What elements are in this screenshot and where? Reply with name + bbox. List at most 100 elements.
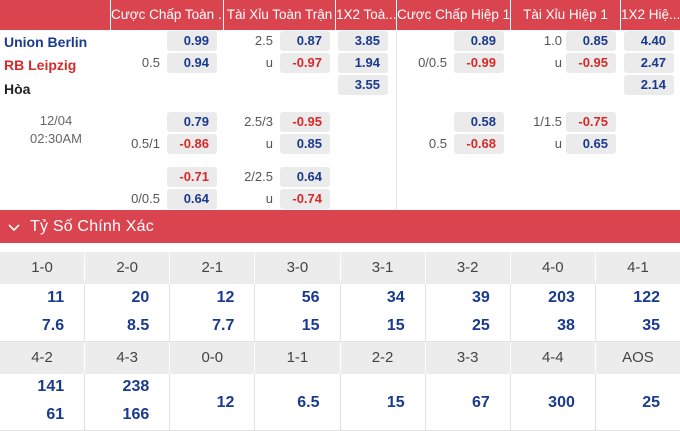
away-score-odds[interactable]: 15	[386, 317, 405, 334]
home-score-odds[interactable]: 12	[216, 289, 235, 306]
odds-cell[interactable]: 0.64	[167, 189, 217, 209]
home-score-odds[interactable]: 238	[122, 378, 150, 395]
score-label: 1-1	[254, 342, 340, 374]
score-odds-cell[interactable]: 20 8.5	[84, 284, 170, 342]
score-odds-cell[interactable]: 39 25	[424, 284, 510, 342]
h1-overunder-line: 1/1.5	[533, 114, 562, 129]
score-odds[interactable]: 12	[216, 394, 235, 411]
odds-cell[interactable]: 2.47	[624, 53, 674, 73]
home-score-odds[interactable]: 141	[37, 378, 65, 395]
score-odds-cell[interactable]: 67	[424, 374, 510, 431]
ft-overunder-line: 2.5	[254, 33, 273, 48]
h1-handicap-line: 0/0.5	[418, 55, 447, 70]
odds-cell[interactable]: 0.87	[280, 31, 330, 51]
odds-cell[interactable]: 0.85	[280, 134, 330, 154]
away-score-odds[interactable]: 38	[557, 317, 575, 334]
home-team-name: Union Berlin	[4, 34, 88, 50]
header-spacer	[0, 0, 110, 30]
score-values-row: 11 7.6 20 8.5 12 7.7 56 15 34 15 39 25 203 38 1…	[0, 284, 680, 342]
ft-handicap-line: 0.5/1	[131, 136, 160, 151]
odds-cell[interactable]: 0.79	[167, 112, 217, 132]
home-score-odds[interactable]: 203	[548, 289, 575, 306]
odds-cell[interactable]: -0.95	[566, 53, 616, 73]
score-odds[interactable]: 25	[642, 394, 660, 411]
home-score-odds[interactable]: 122	[633, 289, 660, 306]
away-team-name: RB Leipzig	[4, 57, 77, 73]
odds-cell[interactable]: 0.65	[566, 134, 616, 154]
score-label: 4-4	[509, 342, 595, 374]
chevron-down-icon[interactable]	[0, 219, 28, 235]
odds-cell[interactable]: 0.85	[566, 31, 616, 51]
away-score-odds[interactable]: 7.6	[41, 317, 65, 334]
header-ft-overunder: Tài Xỉu Toàn Trận	[223, 0, 335, 30]
score-label: 4-2	[0, 342, 85, 374]
score-odds-cell[interactable]: 56 15	[254, 284, 340, 342]
odds-cell[interactable]: 0.58	[454, 112, 504, 132]
score-label: 1-0	[0, 252, 85, 284]
away-score-odds[interactable]: 61	[46, 406, 65, 423]
score-odds-cell[interactable]: 12	[169, 374, 255, 431]
score-odds-cell[interactable]: 25	[594, 374, 680, 431]
score-odds[interactable]: 15	[386, 394, 405, 411]
odds-cell[interactable]: -0.99	[454, 53, 504, 73]
odds-cell[interactable]: 1.94	[338, 53, 388, 73]
home-score-odds[interactable]: 11	[47, 289, 65, 306]
odds-cell[interactable]: -0.86	[167, 134, 217, 154]
odds-cell[interactable]: 3.85	[338, 31, 388, 51]
odds-cell[interactable]: -0.75	[566, 112, 616, 132]
header-h1-handicap: Cược Chấp Hiệp 1	[396, 0, 510, 30]
home-score-odds[interactable]: 34	[386, 289, 405, 306]
away-score-odds[interactable]: 25	[471, 317, 490, 334]
score-label: 2-1	[169, 252, 255, 284]
home-score-odds[interactable]: 20	[131, 289, 150, 306]
score-odds-cell[interactable]: 203 38	[509, 284, 595, 342]
ft-handicap-line: 0/0.5	[131, 191, 160, 206]
odds-cell[interactable]: 2.14	[624, 75, 674, 95]
score-odds-cell[interactable]: 34 15	[339, 284, 425, 342]
score-odds-cell[interactable]: 300	[509, 374, 595, 431]
away-score-odds[interactable]: 15	[301, 317, 320, 334]
h1-overunder-line: 1.0	[543, 33, 562, 48]
odds-cell[interactable]: 4.40	[624, 31, 674, 51]
odds-cell[interactable]: 0.89	[454, 31, 504, 51]
home-score-odds[interactable]: 56	[301, 289, 320, 306]
score-odds[interactable]: 67	[471, 394, 490, 411]
score-label-row: 1-0 2-0 2-1 3-0 3-1 3-2 4-0 4-1	[0, 252, 680, 284]
score-odds-cell[interactable]: 141 61	[0, 374, 85, 431]
away-score-odds[interactable]: 166	[122, 406, 150, 423]
ft-handicap-line: 0.5	[141, 55, 160, 70]
score-odds-cell[interactable]: 6.5	[254, 374, 340, 431]
odds-cell[interactable]: -0.68	[454, 134, 504, 154]
header-ft-1x2: 1X2 Toà...	[335, 0, 396, 30]
under-label: u	[554, 136, 562, 151]
score-odds-cell[interactable]: 122 35	[594, 284, 680, 342]
score-odds-cell[interactable]: 15	[339, 374, 425, 431]
h1-handicap-line: 0.5	[428, 136, 447, 151]
away-score-odds[interactable]: 8.5	[127, 317, 150, 334]
score-odds-cell[interactable]: 11 7.6	[0, 284, 85, 342]
header-h1-1x2: 1X2 Hiệ...	[620, 0, 680, 30]
score-label: 4-3	[84, 342, 170, 374]
score-odds-cell[interactable]: 238 166	[84, 374, 170, 431]
away-score-odds[interactable]: 7.7	[212, 317, 235, 334]
under-label: u	[265, 191, 273, 206]
score-label-row: 4-2 4-3 0-0 1-1 2-2 3-3 4-4 AOS	[0, 342, 680, 374]
odds-cell[interactable]: 0.99	[167, 31, 217, 51]
score-odds-cell[interactable]: 12 7.7	[169, 284, 255, 342]
odds-cell[interactable]: -0.71	[167, 167, 217, 187]
score-odds[interactable]: 6.5	[297, 394, 320, 411]
home-score-odds[interactable]: 39	[471, 289, 490, 306]
odds-cell[interactable]: -0.97	[280, 53, 330, 73]
odds-cell[interactable]: -0.95	[280, 112, 330, 132]
odds-cell[interactable]: 0.94	[167, 53, 217, 73]
odds-cell[interactable]: -0.74	[280, 189, 330, 209]
score-label: 3-0	[254, 252, 340, 284]
away-score-odds[interactable]: 35	[642, 317, 660, 334]
odds-cell[interactable]: 3.55	[338, 75, 388, 95]
exact-score-header[interactable]: Tỷ Số Chính Xác	[0, 210, 680, 243]
ft-overunder-line: 2.5/3	[244, 114, 273, 129]
score-odds[interactable]: 300	[548, 394, 575, 411]
score-label: 2-2	[339, 342, 425, 374]
score-label: 4-0	[509, 252, 595, 284]
odds-cell[interactable]: 0.64	[280, 167, 330, 187]
